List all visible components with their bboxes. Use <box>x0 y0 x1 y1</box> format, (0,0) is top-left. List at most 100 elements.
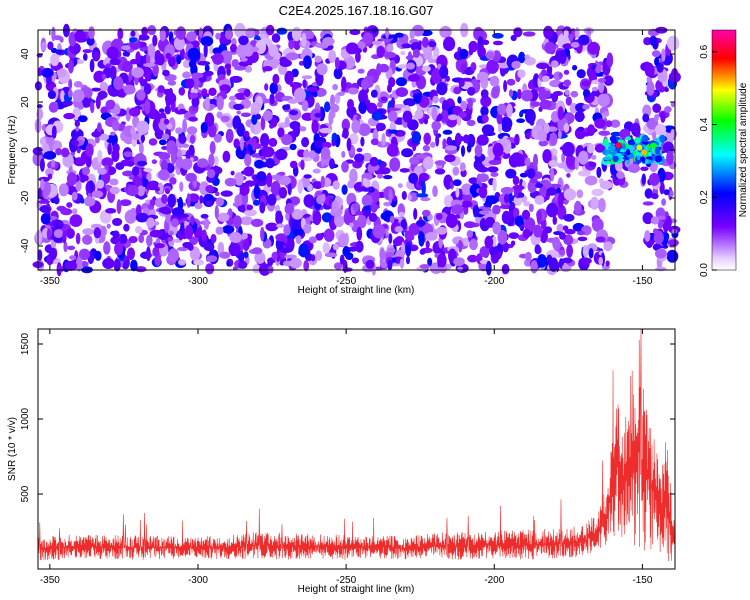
heatmap-cell <box>649 35 658 46</box>
heatmap-cell <box>492 221 502 235</box>
heatmap-cell <box>671 228 678 234</box>
heatmap-cell <box>164 92 177 105</box>
heatmap-cell <box>199 195 204 204</box>
heatmap-cell <box>67 245 76 251</box>
heatmap-cell <box>357 41 366 50</box>
heatmap-cell <box>180 222 185 234</box>
heatmap-cell <box>267 193 277 206</box>
heatmap-cell <box>85 154 92 168</box>
heatmap-cell <box>315 42 328 49</box>
heatmap-cell <box>528 203 534 213</box>
heatmap-cell <box>522 31 536 37</box>
heatmap-cell <box>109 178 119 186</box>
heatmap-cell <box>324 101 331 113</box>
heatmap-cell <box>411 131 422 144</box>
heatmap-cell <box>251 138 257 152</box>
heatmap-cell <box>176 54 182 65</box>
heatmap-cell <box>88 180 94 193</box>
heatmap-cell <box>256 171 267 184</box>
heatmap-cell <box>123 151 133 158</box>
heatmap-cell <box>189 236 199 246</box>
heatmap-cell <box>105 99 116 110</box>
heatmap-cell <box>503 80 508 92</box>
heatmap-cell <box>434 160 446 166</box>
heatmap-cell <box>147 184 153 191</box>
heatmap-cell <box>173 145 178 154</box>
heatmap-cell <box>73 157 86 167</box>
heatmap-cell <box>609 135 617 142</box>
heatmap-cell <box>39 206 51 213</box>
heatmap-cell <box>89 58 95 73</box>
heatmap-cell <box>127 247 135 260</box>
heatmap-cell <box>534 244 541 254</box>
heatmap-cell <box>482 39 490 45</box>
heatmap-cell <box>474 144 483 157</box>
heatmap-cell <box>661 48 666 62</box>
heatmap-cell <box>492 142 504 158</box>
heatmap-cell <box>414 109 424 120</box>
heatmap-cell <box>56 68 67 78</box>
heatmap-cell <box>190 215 195 225</box>
heatmap-cell <box>349 29 361 36</box>
heatmap-cell <box>484 235 494 249</box>
heatmap-cell <box>533 171 543 180</box>
heatmap-cell <box>331 111 336 119</box>
heatmap-cell <box>265 158 275 169</box>
heatmap-cell <box>557 193 564 208</box>
heatmap-cell <box>231 59 240 68</box>
heatmap-cell <box>77 115 88 123</box>
heatmap-cell <box>590 154 597 160</box>
heatmap-cell <box>289 257 302 269</box>
heatmap-cell <box>637 155 641 161</box>
heatmap-cell <box>271 117 278 128</box>
heatmap-cell <box>393 104 406 109</box>
heatmap-cell <box>269 82 278 95</box>
heatmap-cell <box>68 89 73 98</box>
heatmap-cell <box>254 251 266 264</box>
heatmap-cell <box>642 104 652 117</box>
heatmap-cell <box>55 49 63 55</box>
heatmap-cell <box>345 42 359 55</box>
heatmap-cell <box>401 148 414 158</box>
heatmap-cell <box>431 68 442 84</box>
heatmap-cell <box>149 199 156 207</box>
heatmap-cell <box>101 157 114 168</box>
heatmap-cell <box>298 243 309 258</box>
heatmap-cell <box>88 26 95 40</box>
heatmap-cell <box>553 91 563 96</box>
heatmap-cell <box>453 257 465 266</box>
heatmap-cell <box>387 259 393 271</box>
heatmap-cell <box>563 213 575 222</box>
heatmap-cell <box>191 95 200 108</box>
heatmap-cell <box>556 223 564 234</box>
heatmap-cell <box>510 240 516 246</box>
heatmap-cell <box>333 262 343 270</box>
heatmap-cell <box>598 198 606 213</box>
heatmap-cell <box>486 59 499 74</box>
heatmap-cell <box>491 86 500 99</box>
heatmap-cell <box>287 237 295 252</box>
heatmap-cell <box>543 25 554 40</box>
heatmap-cell <box>136 89 146 101</box>
heatmap-cell <box>548 183 562 189</box>
heatmap-cell <box>196 158 209 168</box>
heatmap-cell <box>301 137 310 148</box>
heatmap-cell <box>610 119 621 128</box>
heatmap-cell <box>488 159 502 166</box>
heatmap-cell <box>321 141 332 149</box>
heatmap-cell <box>158 108 165 113</box>
heatmap-cell <box>47 173 53 180</box>
heatmap-cell <box>574 200 582 215</box>
heatmap-cell <box>517 192 525 198</box>
snr-frame <box>37 328 676 570</box>
heatmap-cell <box>546 254 553 265</box>
heatmap-cell <box>193 259 205 266</box>
heatmap-cell <box>354 153 365 163</box>
heatmap-cell <box>347 180 355 189</box>
heatmap-cell <box>339 254 345 265</box>
heatmap-cell <box>182 241 193 249</box>
heatmap-cell <box>460 145 466 157</box>
heatmap-cell <box>158 169 170 181</box>
heatmap-cell <box>136 120 150 135</box>
heatmap-cell <box>422 145 430 152</box>
